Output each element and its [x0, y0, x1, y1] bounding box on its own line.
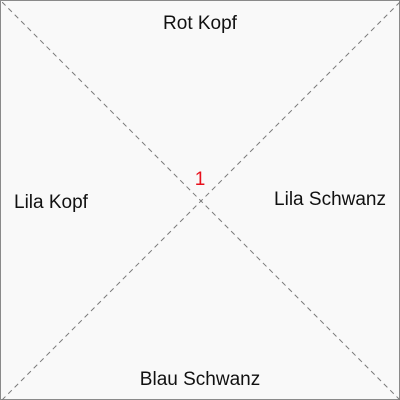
tile-number: 1: [194, 169, 206, 190]
edge-label-left: Lila Kopf: [14, 192, 88, 213]
edge-label-bottom: Blau Schwanz: [139, 369, 261, 390]
edge-label-top: Rot Kopf: [163, 13, 237, 34]
edge-label-right: Lila Schwanz: [274, 189, 386, 210]
